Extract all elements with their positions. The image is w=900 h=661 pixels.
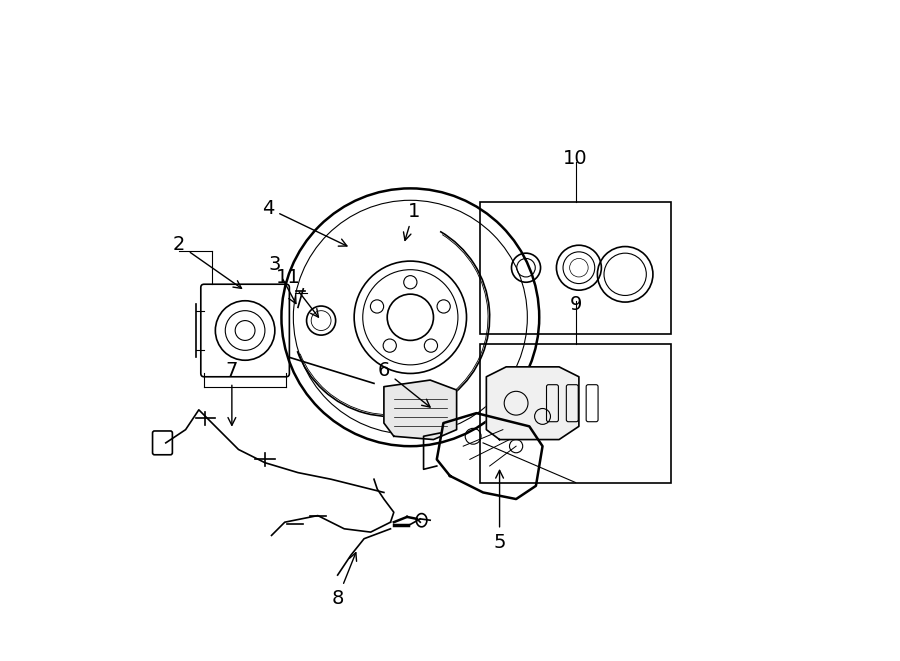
Text: 10: 10 <box>563 149 588 168</box>
Bar <box>480 202 671 334</box>
Text: 8: 8 <box>331 553 356 607</box>
Text: 2: 2 <box>173 235 241 288</box>
Text: 5: 5 <box>493 471 506 551</box>
Polygon shape <box>384 380 456 440</box>
Text: 7: 7 <box>226 361 239 425</box>
Polygon shape <box>486 367 579 440</box>
Text: 11: 11 <box>275 268 319 317</box>
Text: 3: 3 <box>268 255 296 303</box>
Bar <box>480 344 671 483</box>
Text: 6: 6 <box>378 361 430 407</box>
Text: 1: 1 <box>403 202 419 241</box>
Text: 9: 9 <box>570 295 581 313</box>
Text: 4: 4 <box>262 199 346 246</box>
